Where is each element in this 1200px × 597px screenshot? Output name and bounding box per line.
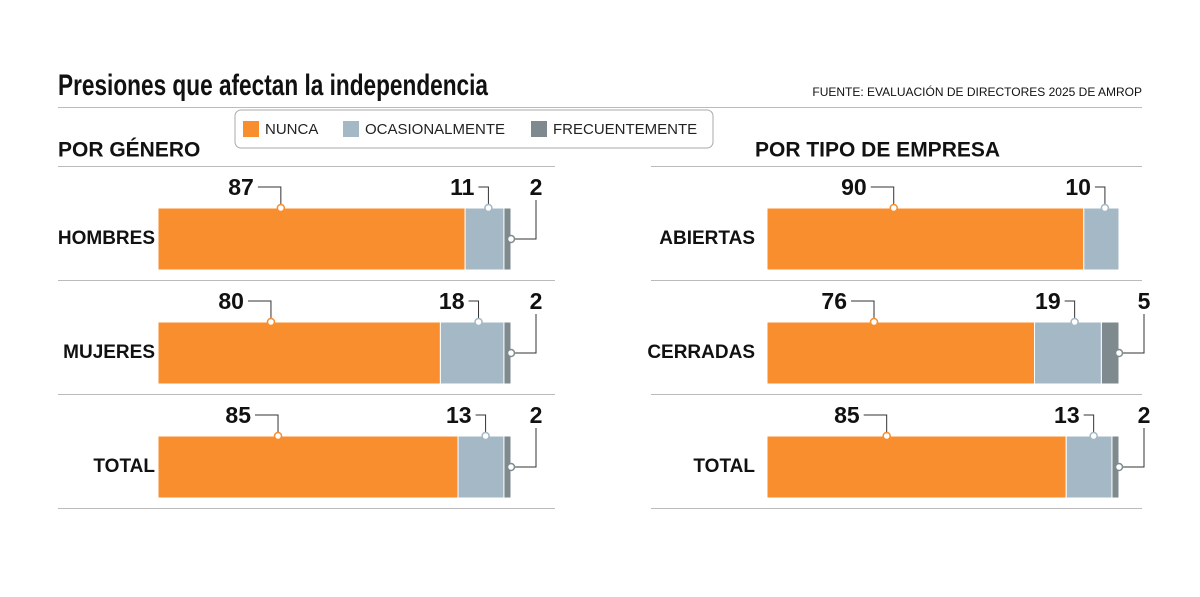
leader-line [478,186,489,208]
value-label: 87 [228,174,254,200]
leader-line [863,414,888,436]
bar-segment [766,435,1067,499]
value-label: 2 [530,288,543,314]
category-label: TOTAL [693,456,755,477]
leader-dot [506,348,516,358]
panel-title: POR TIPO DE EMPRESA [755,139,1000,162]
leader-line [1122,428,1145,468]
value-label: 90 [841,174,867,200]
leader-line [870,186,895,208]
bar-segment [766,321,1036,385]
leader-line [1064,300,1076,322]
category-label: TOTAL [93,456,155,477]
bar-segment [157,321,441,385]
leader-dot [869,317,879,327]
bar-segment [457,435,505,499]
leader-dot [474,317,483,327]
category-label: CERRADAS [647,342,755,363]
value-label: 13 [446,402,472,428]
leader-dot [484,203,493,213]
value-label: 11 [450,174,475,200]
bar-segment [157,435,459,499]
category-label: MUJERES [63,342,155,363]
value-label: 85 [834,402,860,428]
leader-dot [1114,462,1124,472]
leader-dot [882,431,891,441]
leader-dot [481,431,490,441]
bar-segment [1083,207,1120,271]
leader-line [257,186,282,208]
value-label: 13 [1054,402,1080,428]
source: FUENTE: EVALUACIÓN DE DIRECTORES 2025 DE… [812,84,1142,99]
value-label: 19 [1035,288,1061,314]
leader-line [247,300,272,322]
bar-segment [464,207,505,271]
legend-swatch [343,121,359,137]
value-label: 80 [218,288,244,314]
leader-line [1083,414,1095,436]
bar-segment [1034,321,1102,385]
category-label: ABIERTAS [659,228,755,249]
leader-dot [1114,348,1124,358]
value-label: 10 [1065,174,1091,200]
leader-line [514,428,537,468]
leader-dot [506,462,516,472]
legend-swatch [531,121,547,137]
leader-line [851,300,875,322]
bar-segment [1065,435,1113,499]
leader-line [475,414,487,436]
value-label: 2 [530,402,543,428]
leader-dot [1089,431,1098,441]
value-label: 18 [439,288,465,314]
leader-dot [889,203,898,213]
legend-label: FRECUENTEMENTE [553,121,697,138]
leader-line [1094,186,1106,208]
leader-dot [506,234,516,244]
leader-line [468,300,480,322]
leader-dot [273,431,283,441]
leader-dot [276,203,286,213]
leader-line [514,200,537,240]
bar-segment [439,321,505,385]
category-label: HOMBRES [58,228,155,249]
leader-dot [266,317,276,327]
value-label: 2 [530,174,543,200]
legend-label: NUNCA [265,121,318,138]
bar-segment [157,207,466,271]
legend-box [234,109,714,149]
value-label: 2 [1138,402,1151,428]
leader-dot [1070,317,1079,327]
value-label: 85 [225,402,251,428]
value-label: 76 [821,288,847,314]
legend-label: OCASIONALMENTE [365,121,505,138]
legend-swatch [243,121,259,137]
value-label: 5 [1138,288,1151,314]
leader-dot [1100,203,1110,213]
leader-line [514,314,537,354]
leader-line [255,414,279,436]
bar-segment [766,207,1085,271]
chart-title: Presiones que afectan la independencia [58,69,488,102]
panel-title: POR GÉNERO [58,139,200,162]
leader-line [1122,314,1145,354]
